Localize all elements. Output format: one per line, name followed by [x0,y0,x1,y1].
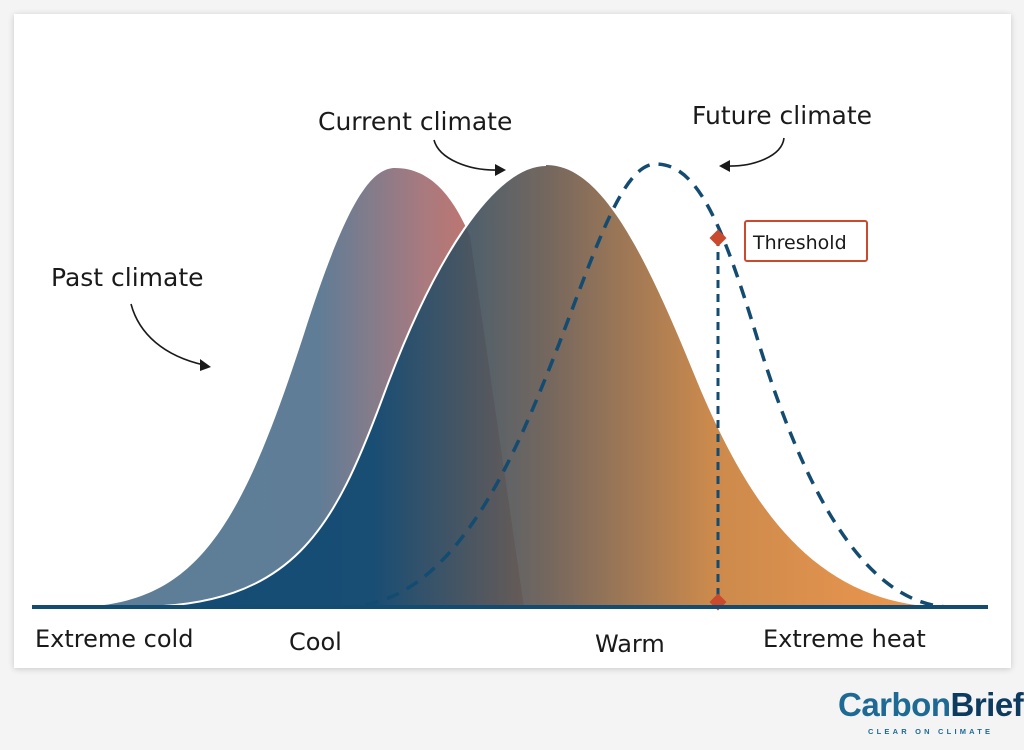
current-climate-curve [134,165,934,607]
logo-brief: Brief [950,686,1024,723]
current-arrow [433,139,500,171]
climate-distribution-diagram: Threshold Past climate Current climate F… [32,101,988,658]
future-climate-label: Future climate [692,101,872,130]
axis-label-extreme-cold: Extreme cold [35,625,193,653]
past-climate-label: Past climate [51,263,204,292]
future-climate-curve [343,162,950,609]
threshold-marker-top [709,229,727,247]
axis-label-cool: Cool [289,628,342,656]
diagram-card: Threshold Past climate Current climate F… [14,14,1011,668]
threshold-label-box [744,220,868,262]
current-climate-label: Current climate [318,107,512,136]
threshold-label: Threshold [752,232,847,254]
current-arrowhead [495,164,506,176]
logo-wordmark: CarbonBrief [838,686,1024,723]
carbonbrief-logo[interactable]: CarbonBrief CLEAR ON CLIMATE [838,686,1024,743]
past-arrow [130,303,205,366]
current-climate-edge [133,164,547,608]
annotation-arrows [130,137,785,366]
past-arrowhead [200,359,211,371]
future-arrow [725,137,785,167]
logo-carbon: Carbon [838,686,951,723]
arrowheads [200,160,730,371]
logo-tagline: CLEAR ON CLIMATE [868,727,994,736]
future-arrowhead [719,160,730,172]
axis-label-extreme-heat: Extreme heat [763,625,926,653]
axis-label-warm: Warm [595,630,665,658]
